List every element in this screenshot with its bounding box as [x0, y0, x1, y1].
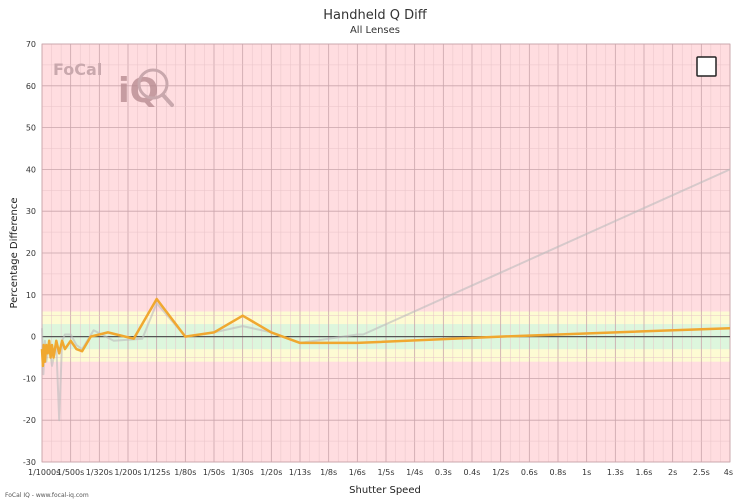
y-tick-label: -10: [23, 374, 36, 383]
x-tick-label: 1/125s: [143, 468, 170, 477]
series-group: [40, 168, 731, 422]
x-tick-label: 1/4s: [406, 468, 423, 477]
y-tick-label: 70: [26, 40, 36, 49]
x-tick-label: 1/80s: [174, 468, 196, 477]
x-tick-label: 0.8s: [550, 468, 567, 477]
x-tick-label: 2s: [668, 468, 677, 477]
x-tick-label: 1/6s: [349, 468, 366, 477]
y-axis-ticks: -30 -20 -10 0 10 20 30 40 50 60 70: [23, 40, 36, 467]
y-tick-label: -20: [23, 416, 36, 425]
y-tick-label: 0: [31, 333, 36, 342]
logo-text: FoCal: [53, 60, 102, 79]
x-tick-label: 1/200s: [114, 468, 141, 477]
grid-lines: [41, 43, 731, 463]
x-tick-label: 0.6s: [521, 468, 538, 477]
y-tick-label: -30: [23, 458, 36, 467]
chart-title: Handheld Q Diff: [323, 8, 427, 23]
y-axis-label: Percentage Difference: [9, 198, 20, 309]
plot-frame: [41, 43, 731, 463]
footer-text: FoCal IQ - www.focal-iq.com: [5, 492, 89, 499]
magnifier-handle-icon: [161, 93, 174, 107]
focal-iq-logo: FoCal iQ: [53, 60, 174, 111]
chart-subtitle: All Lenses: [350, 25, 400, 36]
y-tick-label: 40: [26, 165, 36, 174]
y-tick-label: 60: [26, 82, 36, 91]
x-tick-label: 1/50s: [203, 468, 225, 477]
series-line-1: [40, 297, 731, 368]
y-tick-label: 30: [26, 207, 36, 216]
toggle-checkbox[interactable]: [696, 56, 717, 77]
x-tick-label: 1/320s: [86, 468, 113, 477]
logo-mark: iQ: [118, 71, 159, 111]
y-tick-label: 50: [26, 124, 36, 133]
x-tick-label: 1/1000s: [28, 468, 60, 477]
x-tick-label: 2.5s: [693, 468, 710, 477]
x-tick-label: 1/8s: [320, 468, 337, 477]
x-tick-label: 1.3s: [607, 468, 624, 477]
x-tick-label: 1/2s: [492, 468, 509, 477]
y-tick-label: 20: [26, 249, 36, 258]
x-tick-label: 1/5s: [377, 468, 394, 477]
x-tick-label: 4s: [724, 468, 733, 477]
x-tick-label: 1.6s: [636, 468, 653, 477]
x-tick-label: 1/500s: [57, 468, 84, 477]
x-axis-label: Shutter Speed: [349, 485, 421, 496]
magnifier-icon: [137, 68, 169, 100]
x-tick-label: 0.4s: [464, 468, 481, 477]
x-tick-label: 1/30s: [232, 468, 254, 477]
x-tick-label: 1/13s: [289, 468, 311, 477]
x-tick-label: 1s: [582, 468, 591, 477]
y-tick-label: 10: [26, 291, 36, 300]
x-tick-label: 0.3s: [435, 468, 452, 477]
x-tick-label: 1/20s: [260, 468, 282, 477]
